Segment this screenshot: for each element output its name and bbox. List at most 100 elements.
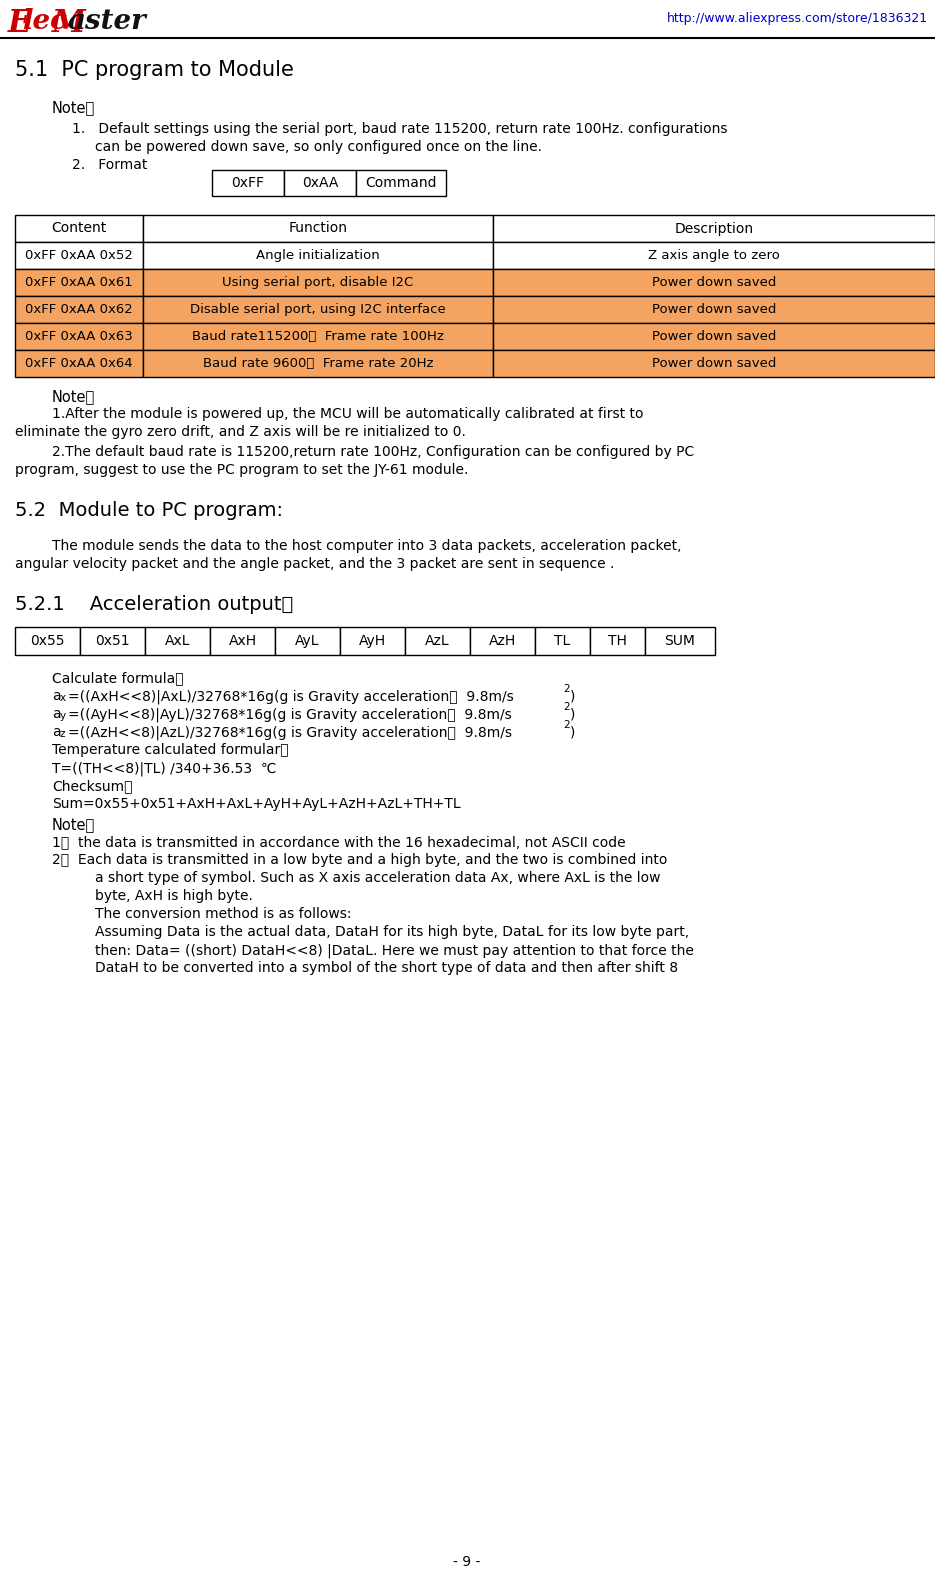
Text: T=((TH<<8)|TL) /340+36.53  ℃: T=((TH<<8)|TL) /340+36.53 ℃ [52,760,277,776]
Bar [210,626,275,655]
Text: ): ) [570,689,575,704]
Text: can be powered down save, so only configured once on the line.: can be powered down save, so only config… [95,140,542,154]
Text: Baud rate 9600，  Frame rate 20Hz: Baud rate 9600， Frame rate 20Hz [203,357,433,370]
Bar [356,170,446,197]
Text: byte, AxH is high byte.: byte, AxH is high byte. [95,889,252,903]
Text: DataH to be converted into a symbol of the short type of data and then after shi: DataH to be converted into a symbol of t… [95,962,678,974]
Text: TH: TH [608,634,627,648]
Bar [143,323,493,349]
Text: Temperature calculated formular：: Temperature calculated formular： [52,743,289,757]
Text: lec: lec [22,8,67,35]
Text: Disable serial port, using I2C interface: Disable serial port, using I2C interface [190,304,446,316]
Text: AyH: AyH [359,634,386,648]
Text: 0xFF 0xAA 0x64: 0xFF 0xAA 0x64 [25,357,133,370]
Text: Note：: Note： [52,389,95,405]
Text: Z axis angle to zero: Z axis angle to zero [648,249,780,261]
Text: ): ) [570,707,575,721]
Text: Note：: Note： [52,101,95,115]
Bar [15,296,143,323]
Text: Baud rate115200，  Frame rate 100Hz: Baud rate115200， Frame rate 100Hz [192,331,444,343]
Bar [590,626,645,655]
Bar [145,626,210,655]
Text: Sum=0x55+0x51+AxH+AxL+AyH+AyL+AzH+AzL+TH+TL: Sum=0x55+0x51+AxH+AxL+AyH+AyL+AzH+AzL+TH… [52,796,461,811]
Text: 0x51: 0x51 [95,634,130,648]
Bar [143,242,493,269]
Bar [493,296,935,323]
Text: - 9 -: - 9 - [453,1555,481,1569]
Text: Power down saved: Power down saved [652,304,776,316]
Text: AyL: AyL [295,634,320,648]
Text: a short type of symbol. Such as X axis acceleration data Ax, where AxL is the lo: a short type of symbol. Such as X axis a… [95,870,660,885]
Text: Angle initialization: Angle initialization [256,249,380,261]
Text: Power down saved: Power down saved [652,331,776,343]
Text: AxL: AxL [165,634,190,648]
Text: E: E [8,8,31,39]
Text: 5.2  Module to PC program:: 5.2 Module to PC program: [15,501,283,519]
Bar [275,626,340,655]
Text: 2: 2 [563,685,569,694]
Text: 0xFF: 0xFF [232,176,265,190]
Text: The module sends the data to the host computer into 3 data packets, acceleration: The module sends the data to the host co… [52,538,682,552]
Text: Power down saved: Power down saved [652,357,776,370]
Bar [470,626,535,655]
Text: a: a [52,689,61,704]
Bar [143,216,493,242]
Bar [493,349,935,378]
Text: 0xFF 0xAA 0x61: 0xFF 0xAA 0x61 [25,275,133,290]
Bar [493,323,935,349]
Text: 5.1  PC program to Module: 5.1 PC program to Module [15,60,294,80]
Text: The conversion method is as follows:: The conversion method is as follows: [95,907,352,921]
Text: Note：: Note： [52,817,95,833]
Text: AzL: AzL [425,634,450,648]
Text: a: a [52,707,61,721]
Text: 1.After the module is powered up, the MCU will be automatically calibrated at fi: 1.After the module is powered up, the MC… [52,408,643,420]
Bar [143,349,493,378]
Text: Assuming Data is the actual data, DataH for its high byte, DataL for its low byt: Assuming Data is the actual data, DataH … [95,926,689,940]
Text: Checksum：: Checksum： [52,779,133,793]
Bar [80,626,145,655]
Text: 2: 2 [563,719,569,730]
Text: AxH: AxH [228,634,256,648]
Text: Description: Description [674,222,754,236]
Bar [15,269,143,296]
Text: angular velocity packet and the angle packet, and the 3 packet are sent in seque: angular velocity packet and the angle pa… [15,557,614,571]
Text: Calculate formula：: Calculate formula： [52,671,183,685]
Bar [405,626,470,655]
Bar [15,323,143,349]
Text: 0xFF 0xAA 0x63: 0xFF 0xAA 0x63 [25,331,133,343]
Text: =((AzH<<8)|AzL)/32768*16g(g is Gravity acceleration，  9.8m/s: =((AzH<<8)|AzL)/32768*16g(g is Gravity a… [68,726,512,740]
Bar [493,216,935,242]
Bar [143,269,493,296]
Text: TL: TL [554,634,570,648]
Text: 0xFF 0xAA 0x62: 0xFF 0xAA 0x62 [25,304,133,316]
Bar [645,626,715,655]
Bar [15,349,143,378]
Text: =((AxH<<8)|AxL)/32768*16g(g is Gravity acceleration，  9.8m/s: =((AxH<<8)|AxL)/32768*16g(g is Gravity a… [68,689,513,704]
Text: Using serial port, disable I2C: Using serial port, disable I2C [223,275,413,290]
Text: then: Data= ((short) DataH<<8) |DataL. Here we must pay attention to that force : then: Data= ((short) DataH<<8) |DataL. H… [95,943,694,957]
Text: 0xFF 0xAA 0x52: 0xFF 0xAA 0x52 [25,249,133,261]
Bar [15,626,80,655]
Text: 2.   Format: 2. Format [72,157,148,172]
Text: 5.2.1    Acceleration output：: 5.2.1 Acceleration output： [15,595,294,614]
Bar [15,216,143,242]
Bar [340,626,405,655]
Text: a: a [52,726,61,740]
Bar [15,242,143,269]
Text: y: y [60,711,66,721]
Text: 1、  the data is transmitted in accordance with the 16 hexadecimal, not ASCII cod: 1、 the data is transmitted in accordance… [52,834,626,848]
Text: aster: aster [68,8,147,35]
Bar [493,242,935,269]
Text: 0x55: 0x55 [30,634,65,648]
Text: M: M [52,8,86,39]
Bar [493,269,935,296]
Bar [212,170,284,197]
Bar [535,626,590,655]
Text: eliminate the gyro zero drift, and Z axis will be re initialized to 0.: eliminate the gyro zero drift, and Z axi… [15,425,466,439]
Text: Power down saved: Power down saved [652,275,776,290]
Text: 2.The default baud rate is 115200,return rate 100Hz, Configuration can be config: 2.The default baud rate is 115200,return… [52,445,695,460]
Text: x: x [60,693,66,704]
Text: z: z [60,729,65,740]
Bar [143,296,493,323]
Text: http://www.aliexpress.com/store/1836321: http://www.aliexpress.com/store/1836321 [667,13,928,25]
